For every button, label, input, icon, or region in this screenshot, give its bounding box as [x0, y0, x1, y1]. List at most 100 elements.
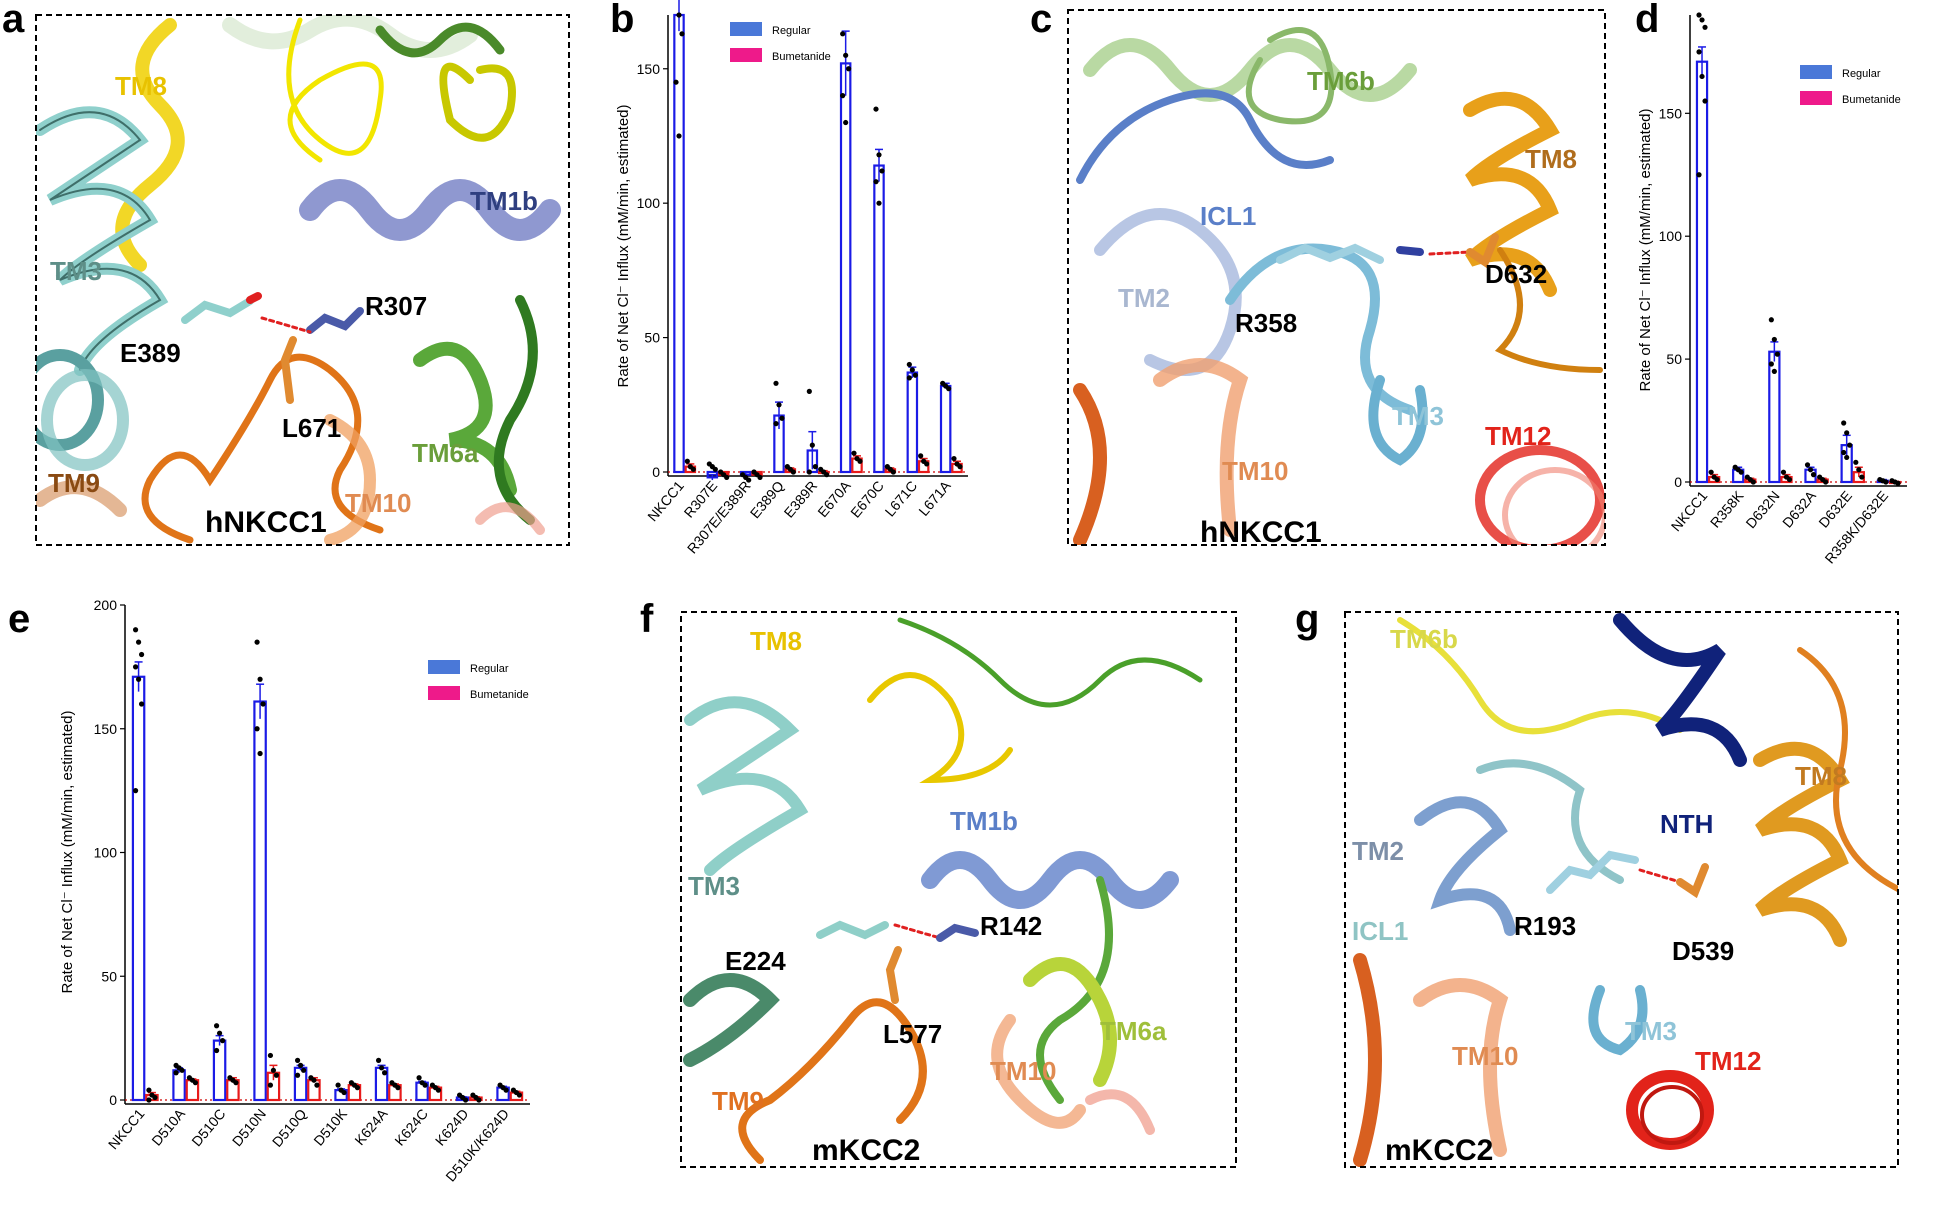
data-point — [132, 627, 139, 633]
data-point — [676, 12, 682, 18]
x-tick-label: E389R — [781, 478, 821, 521]
structure-label-d539: D539 — [1672, 936, 1734, 966]
data-point — [435, 1087, 442, 1093]
data-point — [840, 93, 846, 99]
data-point — [213, 1023, 220, 1029]
data-point — [806, 388, 812, 394]
data-point — [1696, 172, 1702, 178]
data-point — [462, 1097, 469, 1103]
data-point — [260, 701, 266, 707]
data-point — [1841, 420, 1847, 426]
panel-f-structure — [683, 617, 1203, 1164]
data-point — [873, 106, 879, 112]
data-point — [1807, 467, 1814, 473]
data-point — [395, 1085, 401, 1091]
panel-a-frame — [35, 14, 570, 546]
x-tick-label: E670C — [847, 478, 887, 521]
x-tick-label: K624D — [432, 1106, 472, 1149]
data-point — [294, 1057, 301, 1063]
data-point — [1823, 479, 1829, 485]
y-tick-label: 100 — [1659, 228, 1683, 244]
data-point — [1847, 442, 1853, 448]
panel-letter-f: f — [640, 597, 654, 641]
data-point — [267, 1082, 274, 1088]
data-point — [1810, 472, 1817, 478]
structure-label-tm10: TM10 — [1452, 1041, 1518, 1071]
panel-letter-a: a — [2, 0, 25, 41]
y-tick-label: 100 — [637, 195, 661, 211]
data-point — [1774, 351, 1780, 357]
data-point — [776, 402, 782, 408]
data-point — [422, 1082, 428, 1088]
structure-label-tm2: TM2 — [1118, 283, 1170, 313]
structure-label-tm1b: TM1b — [470, 186, 538, 216]
panel-letter-c: c — [1030, 0, 1052, 41]
data-point — [314, 1082, 320, 1088]
data-point — [1702, 98, 1708, 104]
legend-swatch — [428, 660, 460, 674]
structure-label-tm3: TM3 — [1625, 1016, 1677, 1046]
data-point — [476, 1097, 482, 1103]
x-tick-label: L671C — [882, 478, 921, 520]
data-point — [1786, 476, 1793, 483]
data-point — [951, 455, 957, 462]
data-point — [300, 1067, 307, 1073]
data-point — [773, 421, 779, 427]
panel-a-structure — [36, 15, 561, 545]
data-point — [132, 788, 139, 794]
bar-e-regular — [253, 700, 267, 1102]
protein-label: hNKCC1 — [205, 506, 327, 539]
data-point — [840, 31, 846, 37]
data-point — [909, 367, 915, 373]
data-point — [1856, 467, 1862, 473]
data-point — [1702, 24, 1708, 30]
data-point — [254, 726, 260, 732]
data-point — [341, 1089, 347, 1096]
y-tick-label: 0 — [109, 1092, 117, 1108]
data-point — [135, 639, 142, 645]
x-tick-label: D510N — [229, 1106, 269, 1150]
data-point — [257, 750, 263, 757]
data-point — [378, 1065, 385, 1071]
data-point — [779, 415, 785, 421]
data-point — [213, 1047, 220, 1054]
y-tick-label: 0 — [1674, 474, 1682, 490]
legend-label: Bumetanide — [772, 51, 831, 63]
panel-g-frame — [1344, 611, 1899, 1168]
legend-label: Bumetanide — [1842, 94, 1901, 106]
structure-label-tm8: TM8 — [750, 626, 802, 656]
data-point — [724, 474, 730, 480]
data-point — [773, 380, 779, 386]
structure-label-tm12: TM12 — [1695, 1046, 1761, 1076]
data-point — [297, 1062, 304, 1068]
legend-label: Regular — [470, 663, 509, 675]
data-point — [132, 664, 139, 670]
legend-label: Bumetanide — [470, 689, 529, 701]
panel-f-frame — [680, 611, 1237, 1168]
data-point — [335, 1082, 341, 1088]
data-point — [1780, 469, 1787, 475]
data-point — [912, 372, 918, 378]
x-tick-label: E389Q — [747, 478, 787, 522]
data-point — [1841, 449, 1847, 456]
y-tick-label: 100 — [94, 845, 118, 861]
data-point — [1853, 459, 1859, 465]
legend-label: Regular — [772, 25, 811, 37]
data-point — [267, 1052, 274, 1059]
x-tick-label: D632A — [1779, 487, 1819, 531]
data-point — [503, 1087, 509, 1093]
structure-label-tm3: TM3 — [688, 871, 740, 901]
x-tick-label: K624A — [351, 1105, 391, 1148]
data-point — [906, 375, 912, 381]
data-point — [876, 152, 882, 158]
structure-label-r193: R193 — [1514, 911, 1576, 941]
data-point — [1895, 480, 1901, 486]
panel-g-structure — [1353, 613, 1898, 1167]
x-tick-label: D510K — [310, 1105, 350, 1149]
data-point — [146, 1097, 152, 1103]
panel-letter-d: d — [1635, 0, 1659, 41]
data-point — [876, 200, 882, 206]
structure-label-r307: R307 — [365, 291, 427, 321]
structure-label-e224: E224 — [725, 946, 786, 976]
